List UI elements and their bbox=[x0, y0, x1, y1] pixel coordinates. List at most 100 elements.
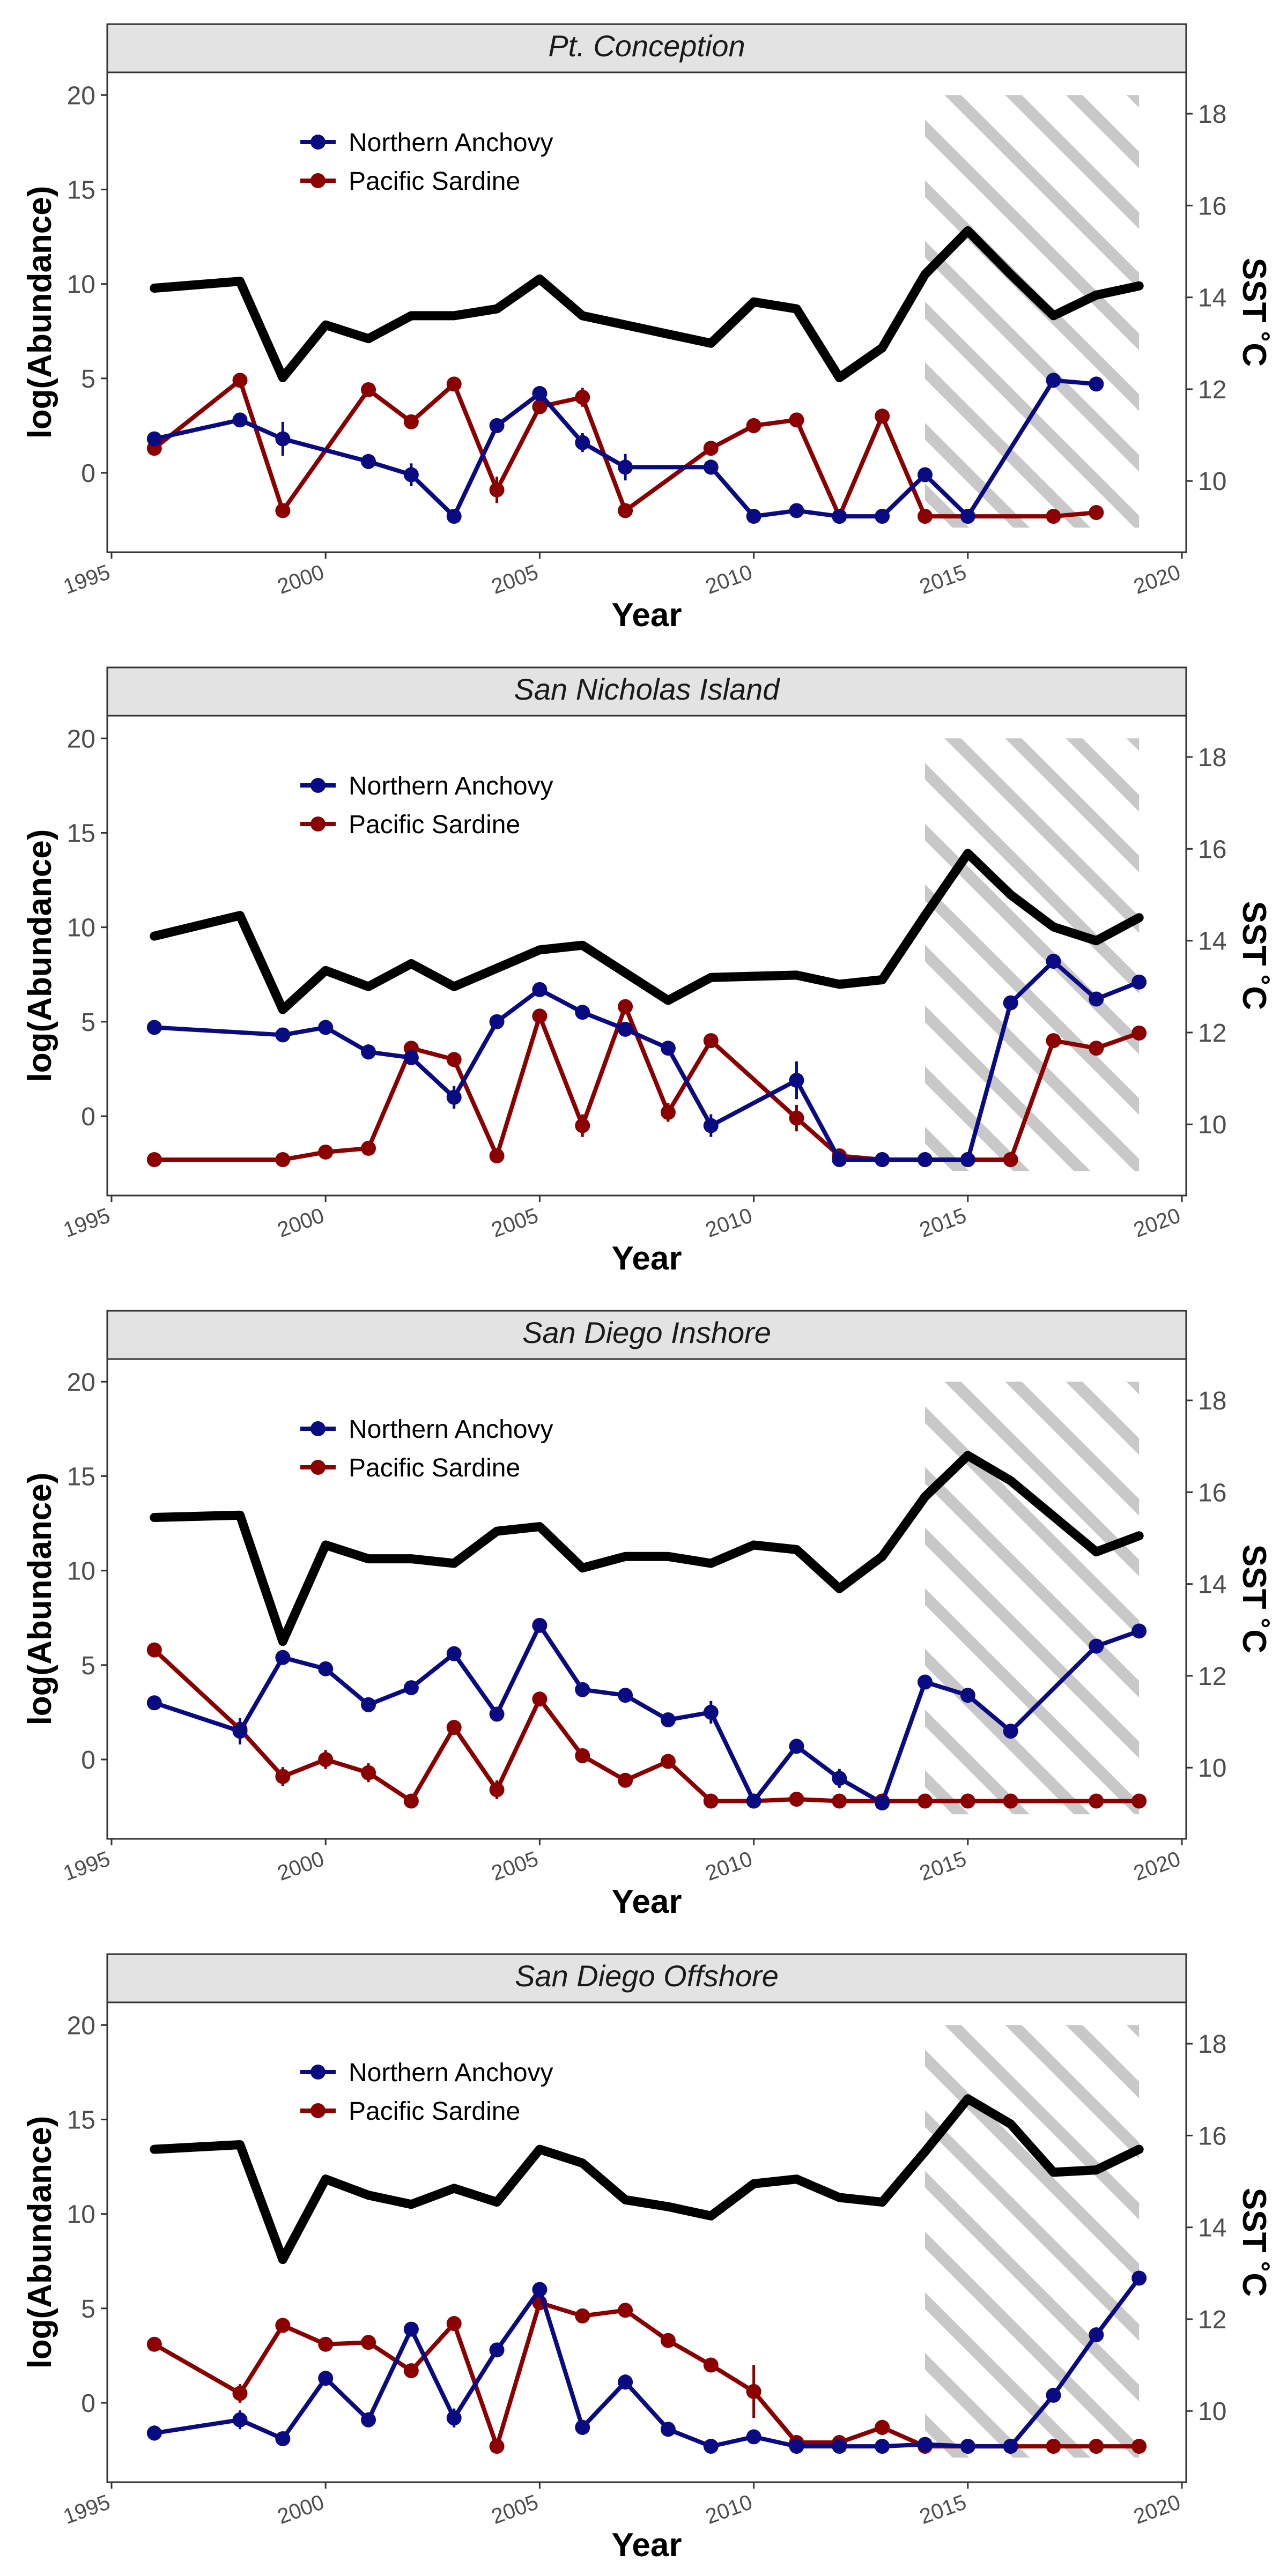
y2-axis-label: SST ˚C bbox=[1236, 258, 1273, 367]
data-point bbox=[832, 1793, 847, 1809]
plot-border bbox=[106, 715, 1187, 1197]
data-point bbox=[575, 1005, 590, 1020]
data-point bbox=[532, 399, 548, 414]
data-point bbox=[403, 2363, 419, 2379]
data-point bbox=[403, 467, 419, 482]
data-point bbox=[875, 1795, 890, 1811]
y-tick-label: 0 bbox=[81, 2389, 95, 2418]
x-tick-label: 1995 bbox=[60, 1847, 113, 1885]
y-axis-label: log(Abundance) bbox=[21, 186, 58, 439]
legend-key-point bbox=[310, 778, 326, 793]
panel-title-strip bbox=[106, 1953, 1187, 2003]
data-point bbox=[446, 1089, 462, 1105]
data-point bbox=[832, 2439, 847, 2454]
y-tick-label: 10 bbox=[67, 914, 95, 942]
hatched-period bbox=[924, 1382, 1140, 1815]
series-sst bbox=[150, 849, 1144, 1014]
data-point bbox=[789, 1073, 804, 1088]
data-point bbox=[1131, 974, 1147, 990]
y-tick-label: 5 bbox=[81, 1008, 95, 1037]
plot-border bbox=[106, 71, 1187, 553]
data-point bbox=[275, 1027, 291, 1043]
data-point bbox=[318, 1144, 334, 1160]
data-point bbox=[275, 1152, 291, 1168]
data-point bbox=[1131, 1025, 1147, 1041]
data-point bbox=[1089, 2327, 1104, 2343]
data-point bbox=[489, 2342, 505, 2358]
y-tick-label: 5 bbox=[81, 365, 95, 394]
panel-title-strip bbox=[106, 666, 1187, 717]
legend-key-point bbox=[310, 173, 326, 188]
x-tick-label: 2015 bbox=[916, 1204, 970, 1242]
data-point bbox=[832, 1771, 847, 1786]
data-point bbox=[1046, 954, 1061, 969]
data-point bbox=[1003, 2439, 1018, 2454]
data-point bbox=[1046, 509, 1061, 524]
panel-title: San Nicholas Island bbox=[514, 672, 781, 706]
data-point bbox=[361, 1765, 376, 1780]
data-point bbox=[532, 386, 548, 402]
panel-title: San Diego Inshore bbox=[522, 1316, 771, 1349]
y2-tick-label: 12 bbox=[1198, 376, 1226, 404]
data-point bbox=[832, 509, 847, 524]
data-point bbox=[275, 2431, 291, 2446]
data-point bbox=[703, 2439, 719, 2454]
x-tick-label: 2020 bbox=[1130, 1204, 1184, 1242]
legend-item-northern-anchovy: Northern Anchovy bbox=[300, 129, 553, 157]
sst-line bbox=[150, 2094, 1144, 2265]
series-northern-anchovy bbox=[146, 2270, 1147, 2454]
data-point bbox=[318, 2371, 334, 2386]
data-point bbox=[575, 1118, 590, 1133]
data-point bbox=[660, 2333, 676, 2348]
legend-label: Northern Anchovy bbox=[349, 1415, 553, 1444]
data-point bbox=[532, 1008, 548, 1024]
data-point bbox=[875, 2419, 890, 2435]
data-point bbox=[1089, 991, 1104, 1007]
data-point bbox=[1003, 995, 1018, 1011]
x-tick-label: 2010 bbox=[702, 1204, 756, 1242]
data-point bbox=[1089, 376, 1104, 392]
data-point bbox=[275, 2318, 291, 2333]
data-point bbox=[618, 1021, 633, 1037]
data-point bbox=[746, 2384, 761, 2399]
legend-label: Pacific Sardine bbox=[349, 811, 520, 839]
series-line bbox=[152, 1623, 1142, 1806]
data-point bbox=[403, 1680, 419, 1696]
y-tick-label: 10 bbox=[67, 271, 95, 299]
data-point bbox=[532, 982, 548, 997]
y2-tick-label: 14 bbox=[1198, 2214, 1226, 2243]
data-point bbox=[318, 1020, 334, 1035]
legend-item-northern-anchovy: Northern Anchovy bbox=[300, 772, 553, 800]
data-point bbox=[403, 2321, 419, 2337]
sst-line bbox=[150, 849, 1144, 1014]
y-tick-label: 0 bbox=[81, 1103, 95, 1131]
data-point bbox=[1003, 1793, 1018, 1809]
data-point bbox=[575, 435, 590, 450]
panel-title: San Diego Offshore bbox=[515, 1959, 779, 1993]
data-point bbox=[875, 2439, 890, 2454]
data-point bbox=[660, 1754, 676, 1769]
x-tick-label: 2015 bbox=[916, 2490, 970, 2529]
legend-label: Pacific Sardine bbox=[349, 1454, 520, 1482]
data-point bbox=[832, 1152, 847, 1168]
y2-tick-label: 10 bbox=[1198, 467, 1226, 496]
y-tick-label: 20 bbox=[67, 725, 95, 753]
data-point bbox=[275, 1769, 291, 1784]
data-point bbox=[318, 1752, 334, 1768]
panel-san-diego-inshore: San Diego Inshore 0 5 10 15 20 10 12 14 16 18 1995 2… bbox=[0, 1287, 1287, 1930]
data-point bbox=[489, 1014, 505, 1029]
x-axis-label: Year bbox=[611, 1240, 682, 1277]
data-point bbox=[1046, 373, 1061, 388]
data-point bbox=[618, 2303, 633, 2318]
data-point bbox=[1003, 1152, 1018, 1168]
data-point bbox=[446, 2410, 462, 2426]
data-point bbox=[917, 467, 933, 482]
data-point bbox=[789, 1739, 804, 1754]
x-tick-label: 2010 bbox=[702, 2490, 756, 2529]
panel-title-strip bbox=[106, 23, 1187, 73]
data-point bbox=[789, 503, 804, 518]
data-point bbox=[575, 1748, 590, 1763]
chart-san-nicholas-island: San Nicholas Island051015201012141618199… bbox=[21, 666, 1273, 1277]
data-point bbox=[618, 503, 633, 518]
